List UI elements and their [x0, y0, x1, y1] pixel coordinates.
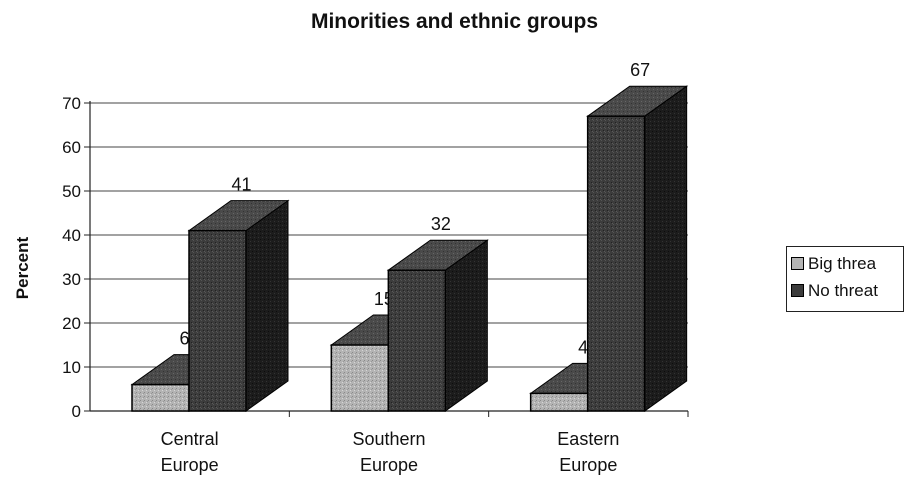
y-tick-label: 70: [62, 94, 81, 113]
legend-item-no-threat: No threat: [791, 277, 903, 304]
legend-item-big-threat: Big threa: [791, 250, 903, 277]
x-tick-label: Europe: [161, 455, 219, 475]
bar-big-threat: [330, 344, 390, 412]
data-label-no-threat: 41: [231, 175, 251, 195]
x-tick-label: Europe: [559, 455, 617, 475]
y-tick-label: 30: [62, 270, 81, 289]
bar-no-threat: [387, 269, 447, 412]
y-tick-label: 10: [62, 358, 81, 377]
legend: Big threa No threat: [786, 246, 904, 312]
legend-label-no-threat: No threat: [808, 280, 878, 300]
legend-label-big-threat: Big threa: [808, 253, 877, 273]
data-label-big-threat: 4: [578, 337, 588, 357]
data-label-no-threat: 32: [431, 214, 451, 234]
bar-side-no-threat: [644, 85, 688, 412]
y-tick-label: 60: [62, 138, 81, 157]
x-tick-label: Eastern: [557, 429, 619, 449]
bar-no-threat: [586, 115, 646, 412]
legend-swatch-big-threat: [791, 257, 804, 270]
legend-swatch-no-threat: [791, 284, 804, 297]
y-tick-label: 20: [62, 314, 81, 333]
bar-side-no-threat: [245, 199, 289, 412]
data-label-no-threat: 67: [630, 60, 650, 80]
chart-title: Minorities and ethnic groups: [310, 10, 599, 33]
x-tick-label: Southern: [352, 429, 425, 449]
data-label-big-threat: 6: [179, 329, 189, 349]
bar-no-threat: [188, 229, 247, 412]
x-tick-label: Central: [161, 429, 219, 449]
bar-big-threat: [131, 383, 190, 412]
bar-big-threat: [529, 392, 589, 412]
y-axis-label: Percent: [13, 236, 32, 299]
y-tick-label: 0: [72, 402, 81, 421]
y-tick-label: 40: [62, 226, 81, 245]
x-tick-label: Europe: [360, 455, 418, 475]
y-tick-label: 50: [62, 182, 81, 201]
